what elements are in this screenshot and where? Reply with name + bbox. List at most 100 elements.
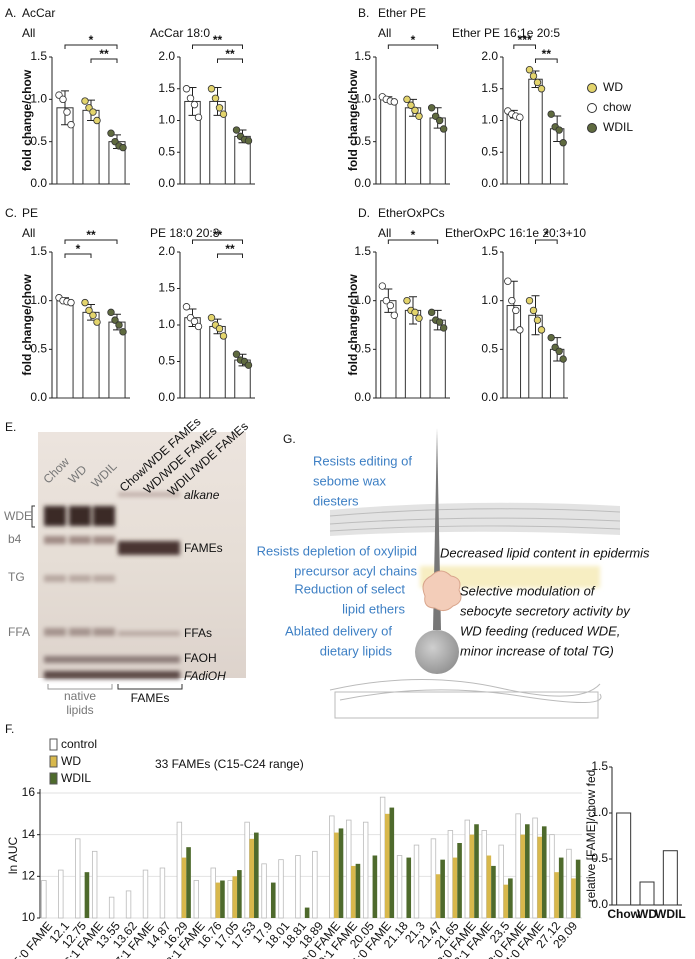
data-point	[81, 97, 89, 105]
significance-bracket	[192, 44, 243, 49]
bar	[75, 838, 81, 919]
annotation: 33 FAMEs (C15-C24 range)	[155, 757, 304, 771]
data-point	[119, 328, 127, 336]
y-tick-label: 0.5	[354, 134, 371, 148]
bar	[464, 819, 471, 919]
x-tick-label: Chow	[607, 907, 640, 921]
y-tick-label: 0.0	[158, 390, 175, 404]
y-tick-label: 1.5	[354, 49, 371, 63]
bar	[566, 848, 572, 919]
data-point	[215, 324, 224, 333]
significance-bracket	[387, 239, 439, 244]
bar	[406, 857, 412, 918]
data-point	[182, 85, 191, 93]
bar	[125, 890, 132, 919]
significance-label: **	[213, 228, 223, 242]
data-point	[508, 296, 516, 305]
bar	[227, 880, 233, 919]
bar	[181, 857, 187, 918]
panel-label: B.	[358, 6, 369, 20]
bar	[662, 850, 678, 906]
bar	[270, 882, 276, 918]
data-point	[439, 125, 448, 133]
data-point	[67, 298, 75, 307]
data-point	[93, 318, 101, 326]
data-point	[537, 326, 546, 334]
data-point	[439, 324, 448, 332]
note: minor increase of total TG)	[460, 643, 614, 658]
data-point	[407, 101, 415, 109]
bar	[429, 319, 446, 399]
y-tick-label: 0.0	[354, 176, 371, 190]
bar	[232, 876, 238, 918]
chart-subtitle: All	[22, 226, 35, 240]
group-label: FAMEs	[131, 691, 170, 705]
data-point	[435, 318, 444, 326]
significance-bracket	[535, 239, 558, 244]
y-tick-label: 2.0	[481, 49, 498, 63]
bar	[304, 907, 310, 918]
note: sebocyte secretory activity by	[460, 603, 631, 618]
y-axis-label: fold change/chow	[20, 69, 34, 171]
bar	[215, 882, 221, 918]
data-point	[537, 85, 546, 93]
y-axis-label: fold change/chow	[346, 274, 360, 376]
bar	[554, 872, 559, 918]
data-point	[211, 94, 220, 102]
significance-bracket	[64, 239, 118, 244]
bar	[249, 838, 255, 918]
panel-label: G.	[283, 432, 296, 446]
bar	[515, 813, 521, 919]
data-point	[207, 85, 216, 93]
significance-label: *	[544, 228, 549, 242]
significance-bracket	[217, 58, 243, 63]
y-axis-label: relative [FAME]/chow fed	[584, 770, 598, 903]
data-point	[81, 298, 89, 307]
note: Decreased lipid content in epidermis	[440, 545, 650, 560]
significance-label: **	[213, 33, 223, 47]
significance-bracket	[64, 253, 92, 258]
bar	[186, 847, 191, 918]
note: diesters	[313, 493, 359, 508]
legend-label: WDIL	[603, 120, 633, 134]
note: Resists depletion of oxylipid	[257, 543, 417, 558]
significance-label: **	[542, 47, 552, 61]
chart-title: AcCar 18:0	[150, 26, 210, 40]
bar	[616, 812, 632, 906]
y-tick-label: 0.5	[591, 851, 608, 865]
data-point	[382, 296, 391, 305]
bar	[362, 821, 369, 919]
significance-bracket	[217, 253, 243, 258]
bar	[537, 836, 542, 918]
gel-image	[31, 432, 246, 690]
y-tick-label: 2.0	[158, 244, 175, 258]
band-label: FAdiOH	[184, 669, 226, 683]
bar	[220, 880, 225, 918]
y-tick-label: 10	[22, 910, 36, 924]
panel-label: C.	[5, 206, 17, 220]
data-point	[547, 110, 555, 118]
data-point	[415, 314, 423, 322]
data-point	[67, 121, 75, 129]
bar	[312, 850, 318, 919]
data-point	[219, 110, 228, 118]
bar	[346, 819, 352, 919]
data-point	[386, 301, 395, 310]
significance-bracket	[513, 44, 536, 49]
legend-marker	[49, 755, 58, 768]
bar	[413, 844, 420, 919]
bar	[396, 855, 403, 919]
data-point	[59, 95, 67, 104]
data-point	[89, 311, 97, 319]
y-tick-label: 0.5	[481, 144, 498, 158]
band-label: FAOH	[184, 651, 217, 665]
y-tick-label: 12	[22, 869, 36, 883]
error-bar	[531, 295, 540, 336]
bar	[447, 830, 454, 919]
legend-label: WD	[603, 80, 623, 94]
chart-title: PE	[22, 206, 38, 220]
bar	[329, 815, 335, 919]
significance-label: *	[89, 33, 94, 47]
chart-title: AcCar	[22, 6, 55, 20]
significance-label: **	[225, 242, 235, 256]
